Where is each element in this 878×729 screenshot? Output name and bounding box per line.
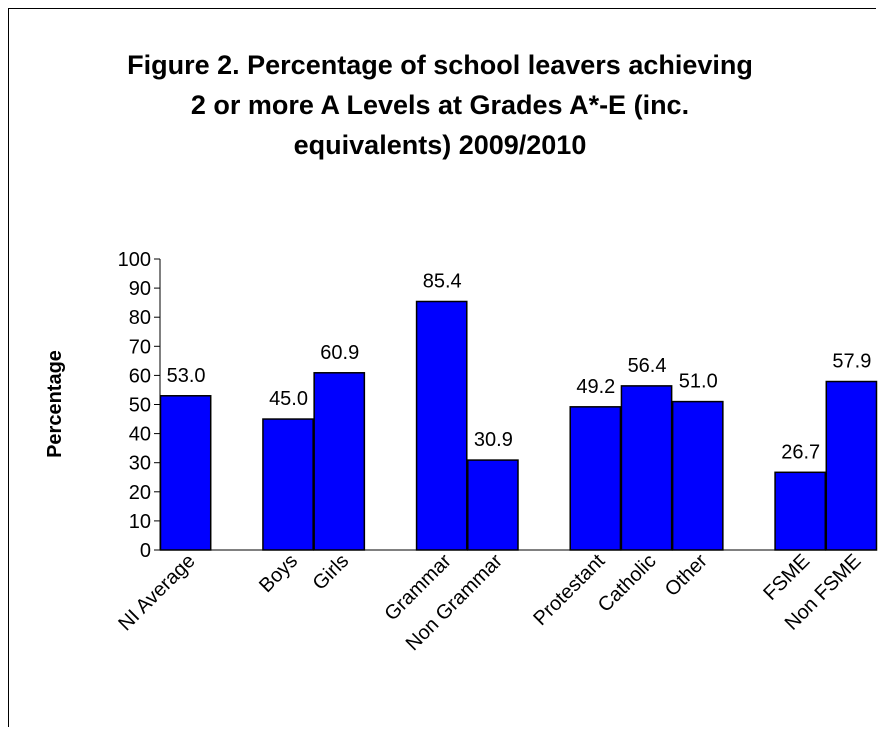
y-tick-label: 0 xyxy=(140,540,151,562)
bar-girls xyxy=(313,372,366,551)
y-tick-label: 100 xyxy=(118,249,151,271)
bars xyxy=(159,300,878,551)
data-label: 49.2 xyxy=(576,376,615,398)
data-label: 57.9 xyxy=(832,351,871,373)
category-label: Other xyxy=(661,550,712,601)
y-tick-label: 90 xyxy=(129,278,151,300)
y-tick-label: 20 xyxy=(129,482,151,504)
data-label: 56.4 xyxy=(628,355,667,377)
category-label: Protestant xyxy=(529,550,609,630)
data-label: 45.0 xyxy=(269,388,308,410)
data-label: 85.4 xyxy=(423,270,462,292)
category-label: NI Average xyxy=(114,550,199,635)
category-label: Catholic xyxy=(594,550,661,617)
chart-title-line-2: 2 or more A Levels at Grades A*-E (inc. xyxy=(190,90,690,120)
chart-title: Figure 2. Percentage of school leavers a… xyxy=(40,45,840,165)
chart-title-line-3: equivalents) 2009/2010 xyxy=(293,130,587,160)
category-label: Girls xyxy=(309,550,354,595)
y-tick-label: 60 xyxy=(129,365,151,387)
category-label: Boys xyxy=(255,550,302,597)
bar-grammar xyxy=(415,300,468,551)
y-tick-label: 10 xyxy=(129,511,151,533)
data-label: 30.9 xyxy=(474,429,513,451)
data-label: 51.0 xyxy=(679,371,718,393)
y-tick-label: 70 xyxy=(129,336,151,358)
bar-other xyxy=(671,400,724,551)
y-tick-label: 30 xyxy=(129,453,151,475)
data-labels: 53.0 45.0 60.9 85.4 30.9 49.2 56.4 51.0 26.7 57.9 xyxy=(167,270,872,463)
y-tick-label: 80 xyxy=(129,307,151,329)
bar-ni-average xyxy=(159,395,212,551)
y-tick-label: 50 xyxy=(129,395,151,417)
bar-non-fsme xyxy=(825,380,878,551)
data-label: 53.0 xyxy=(167,365,206,387)
bar-non-grammar xyxy=(467,459,519,551)
y-tick-label: 40 xyxy=(129,424,151,446)
chart-title-line-1: Figure 2. Percentage of school leavers a… xyxy=(127,50,753,80)
data-label: 60.9 xyxy=(320,342,359,364)
bar-catholic xyxy=(620,385,673,551)
bar-protestant xyxy=(569,406,622,551)
chart-frame xyxy=(8,8,876,727)
bar-fsme xyxy=(774,471,827,551)
data-label: 26.7 xyxy=(781,441,820,463)
y-axis-title: Percentage xyxy=(44,350,66,458)
bar-boys xyxy=(262,418,314,551)
